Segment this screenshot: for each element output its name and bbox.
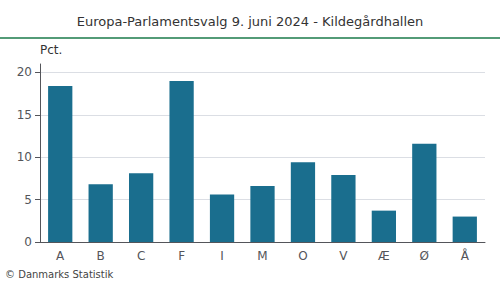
svg-text:F: F — [178, 249, 185, 263]
svg-text:B: B — [97, 249, 105, 263]
svg-text:I: I — [220, 249, 224, 263]
svg-text:15: 15 — [17, 108, 32, 122]
svg-text:M: M — [257, 249, 267, 263]
svg-text:0: 0 — [24, 235, 32, 249]
svg-text:O: O — [298, 249, 307, 263]
svg-text:A: A — [56, 249, 65, 263]
svg-text:Æ: Æ — [378, 249, 390, 263]
svg-text:10: 10 — [17, 150, 32, 164]
svg-text:© Danmarks Statistik: © Danmarks Statistik — [5, 269, 114, 280]
svg-text:Europa-Parlamentsvalg 9. juni: Europa-Parlamentsvalg 9. juni 2024 - Kil… — [77, 14, 424, 29]
svg-text:5: 5 — [24, 193, 32, 207]
svg-text:V: V — [339, 249, 348, 263]
svg-text:C: C — [137, 249, 145, 263]
svg-text:Ø: Ø — [420, 249, 429, 263]
svg-text:Pct.: Pct. — [40, 43, 62, 57]
svg-text:Å: Å — [461, 248, 470, 263]
svg-text:20: 20 — [17, 65, 32, 79]
